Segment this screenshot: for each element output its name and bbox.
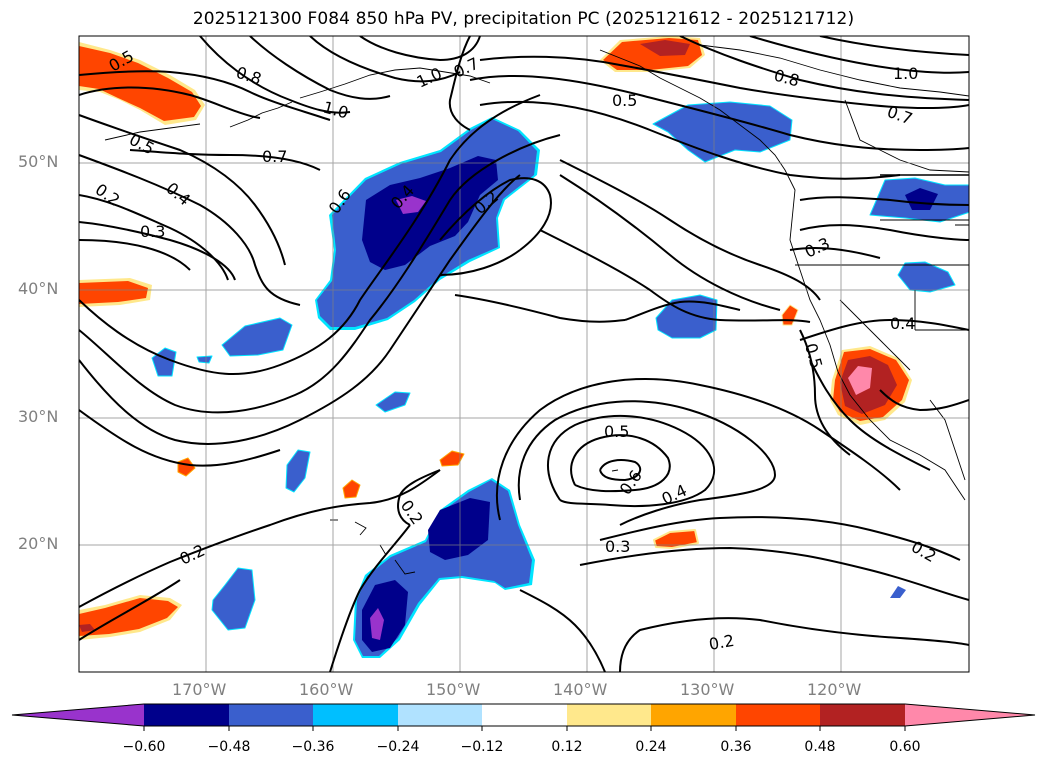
- pv-contours: [79, 36, 969, 672]
- lat-label-20n: 20°N: [18, 534, 59, 553]
- lat-label-50n: 50°N: [18, 152, 59, 171]
- lat-label-30n: 30°N: [18, 407, 59, 426]
- contour-label: 0.2: [707, 631, 735, 654]
- colorbar-tick-label: −0.36: [291, 739, 335, 755]
- contour-label: 0.3: [605, 537, 630, 556]
- colorbar-segment: [567, 704, 651, 726]
- contour-label: 0.4: [890, 314, 915, 333]
- lon-label-150w: 150°W: [426, 680, 481, 699]
- map-frame: [78, 35, 970, 673]
- colorbar-tick-label: −0.12: [460, 739, 504, 755]
- colorbar-segment: [736, 704, 820, 726]
- contour-label: 1.0: [893, 64, 918, 83]
- colorbar-segment: [482, 704, 567, 726]
- contour-label: 0.5: [604, 422, 629, 441]
- colorbar-segment: [651, 704, 736, 726]
- coastlines: [104, 44, 969, 575]
- gridlines: [79, 36, 969, 672]
- lon-label-160w: 160°W: [299, 680, 354, 699]
- colorbar-tick-label: −0.48: [207, 739, 251, 755]
- colorbar-segment: [229, 704, 313, 726]
- map-plot-area: 0.5 0.8 1.0 0.7 0.5 0.8 1.0 0.7 1.0 0.5 …: [79, 36, 969, 672]
- contour-label: 0.5: [612, 91, 637, 110]
- colorbar-segment: [144, 704, 229, 726]
- lon-label-170w: 170°W: [172, 680, 227, 699]
- colorbar-low-extend: [12, 704, 144, 726]
- colorbar-tick-label: 0.48: [804, 739, 836, 755]
- colorbar-high-extend: [905, 704, 1035, 726]
- contour-label: 0.7: [262, 147, 287, 166]
- contour-label: 0.3: [140, 222, 165, 241]
- colorbar-segment: [313, 704, 398, 726]
- colorbar-segment: [398, 704, 482, 726]
- lon-label-140w: 140°W: [553, 680, 608, 699]
- lat-label-40n: 40°N: [18, 279, 59, 298]
- lon-label-130w: 130°W: [680, 680, 735, 699]
- colorbar-tick-label: −0.24: [376, 739, 420, 755]
- colorbar-tick-label: 0.12: [551, 739, 583, 755]
- lon-label-120w: 120°W: [807, 680, 862, 699]
- colorbar-tick-label: 0.24: [635, 739, 667, 755]
- colorbar-tick-label: 0.60: [889, 739, 921, 755]
- positive-areas: [79, 36, 912, 640]
- map-title: 2025121300 F084 850 hPa PV, precipitatio…: [192, 9, 855, 29]
- colorbar-tick-label: 0.36: [720, 739, 752, 755]
- colorbar-tick-label: −0.60: [122, 739, 166, 755]
- colorbar-segment: [820, 704, 905, 726]
- colorbar: [11, 703, 1036, 731]
